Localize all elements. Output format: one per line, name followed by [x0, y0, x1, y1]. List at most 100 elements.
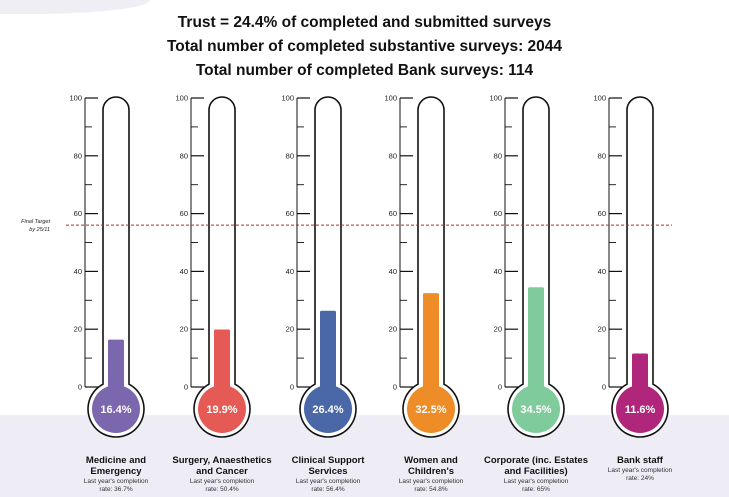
y-tick-label: 80	[286, 151, 294, 160]
thermometer-outline	[87, 96, 145, 438]
value-label: 16.4%	[100, 404, 131, 416]
thermometer-fill-bar	[320, 310, 336, 399]
title-trust: Trust = 24.4% of completed and submitted…	[177, 14, 552, 31]
thermometer-fill-bar	[528, 287, 544, 399]
thermometer-fill-bar	[423, 293, 439, 399]
category-label-line: Emergency	[90, 466, 142, 477]
y-tick-label: 100	[384, 94, 397, 103]
y-tick-label: 100	[175, 94, 188, 103]
category-label-line: Surgery, Anaesthetics	[172, 455, 272, 466]
value-label: 32.5%	[415, 404, 446, 416]
last-year-rate: Last year's completion rate: 24%	[570, 467, 710, 483]
category-label: Corporate (inc. Estates and Facilities)	[466, 455, 606, 477]
y-tick-label: 40	[389, 267, 397, 276]
category-label: Surgery, Anaesthetics and Cancer	[152, 455, 292, 477]
category-label: Medicine and Emergency	[46, 455, 186, 477]
last-year-rate: Last year's completion rate: 36.7%	[46, 478, 186, 494]
y-tick-label: 100	[69, 94, 82, 103]
last-year-rate-line: Last year's completion	[189, 478, 255, 485]
y-tick-label: 80	[74, 151, 82, 160]
y-tick-label: 0	[290, 383, 294, 392]
last-year-rate: Last year's completion rate: 56.4%	[258, 478, 398, 494]
last-year-rate-line: rate: 54.8%	[414, 486, 448, 493]
thermometer-bulb	[92, 385, 140, 433]
last-year-rate-line: Last year's completion	[607, 467, 673, 474]
thermometer-outline	[507, 96, 565, 438]
value-label: 34.5%	[520, 404, 551, 416]
category-label-line: Services	[308, 466, 348, 477]
category-label-line: and Cancer	[196, 466, 248, 477]
y-tick-label: 60	[180, 209, 188, 218]
target-label: Final Target	[21, 219, 50, 225]
y-tick-label: 60	[389, 209, 397, 218]
last-year-rate-line: rate: 24%	[626, 475, 654, 482]
y-tick-label: 40	[180, 267, 188, 276]
y-tick-label: 20	[389, 325, 397, 334]
category-label-line: Children's	[407, 466, 455, 477]
thermometer-bulb	[304, 385, 352, 433]
category-label-line: Clinical Support	[291, 455, 365, 466]
y-tick-label: 40	[286, 267, 294, 276]
category-label-line: Bank staff	[617, 455, 663, 466]
thermometer-outline	[299, 96, 357, 438]
last-year-rate-line: rate: 56.4%	[311, 486, 345, 493]
thermometer-bulb	[407, 385, 455, 433]
thermometer-fill-bar	[108, 339, 124, 399]
category-label: Bank staff	[570, 455, 710, 466]
title-bank: Total number of completed Bank surveys: …	[195, 62, 534, 79]
category-label-line: Women and	[404, 455, 458, 466]
last-year-rate-line: rate: 36.7%	[99, 486, 133, 493]
y-tick-label: 0	[602, 383, 606, 392]
y-tick-label: 100	[489, 94, 502, 103]
y-tick-label: 40	[494, 267, 502, 276]
last-year-rate: Last year's completion rate: 50.4%	[152, 478, 292, 494]
y-tick-label: 0	[184, 383, 188, 392]
thermometer-outline	[193, 96, 251, 438]
thermometer-fill-bar	[214, 329, 230, 399]
y-tick-label: 60	[74, 209, 82, 218]
thermometer-bulb	[198, 385, 246, 433]
y-tick-label: 100	[281, 94, 294, 103]
category-label-line: and Facilities)	[504, 466, 568, 477]
target-label: by 25/11	[29, 227, 50, 233]
category-label-line: Corporate (inc. Estates	[484, 455, 588, 466]
value-label: 19.9%	[206, 404, 237, 416]
y-tick-label: 60	[286, 209, 294, 218]
thermometer-outline	[611, 96, 669, 438]
value-label: 11.6%	[625, 404, 656, 416]
y-tick-label: 100	[593, 94, 606, 103]
y-tick-label: 20	[74, 325, 82, 334]
y-tick-label: 20	[598, 325, 606, 334]
last-year-rate-line: rate: 65%	[522, 486, 550, 493]
last-year-rate-line: Last year's completion	[83, 478, 149, 485]
category-label: Women and Children's	[361, 455, 501, 477]
y-tick-label: 0	[78, 383, 82, 392]
last-year-rate-line: Last year's completion	[398, 478, 464, 485]
thermometer-bulb	[616, 385, 664, 433]
y-tick-label: 20	[180, 325, 188, 334]
category-label-line: Medicine and	[85, 455, 147, 466]
y-tick-label: 20	[494, 325, 502, 334]
last-year-rate-line: Last year's completion	[295, 478, 361, 485]
y-tick-label: 0	[393, 383, 397, 392]
last-year-rate-line: rate: 50.4%	[205, 486, 239, 493]
y-tick-label: 80	[389, 151, 397, 160]
category-label: Clinical Support Services	[258, 455, 398, 477]
y-tick-label: 80	[598, 151, 606, 160]
y-tick-label: 0	[498, 383, 502, 392]
value-label: 26.4%	[312, 404, 343, 416]
y-tick-label: 60	[494, 209, 502, 218]
last-year-rate-line: Last year's completion	[503, 478, 569, 485]
title-substantive: Total number of completed substantive su…	[166, 38, 563, 55]
thermometer-bulb	[512, 385, 560, 433]
y-tick-label: 40	[598, 267, 606, 276]
last-year-rate: Last year's completion rate: 54.8%	[361, 478, 501, 494]
last-year-rate: Last year's completion rate: 65%	[466, 478, 606, 494]
y-tick-label: 60	[598, 209, 606, 218]
y-tick-label: 80	[180, 151, 188, 160]
y-tick-label: 80	[494, 151, 502, 160]
thermometer-outline	[402, 96, 460, 438]
y-tick-label: 40	[74, 267, 82, 276]
y-tick-label: 20	[286, 325, 294, 334]
